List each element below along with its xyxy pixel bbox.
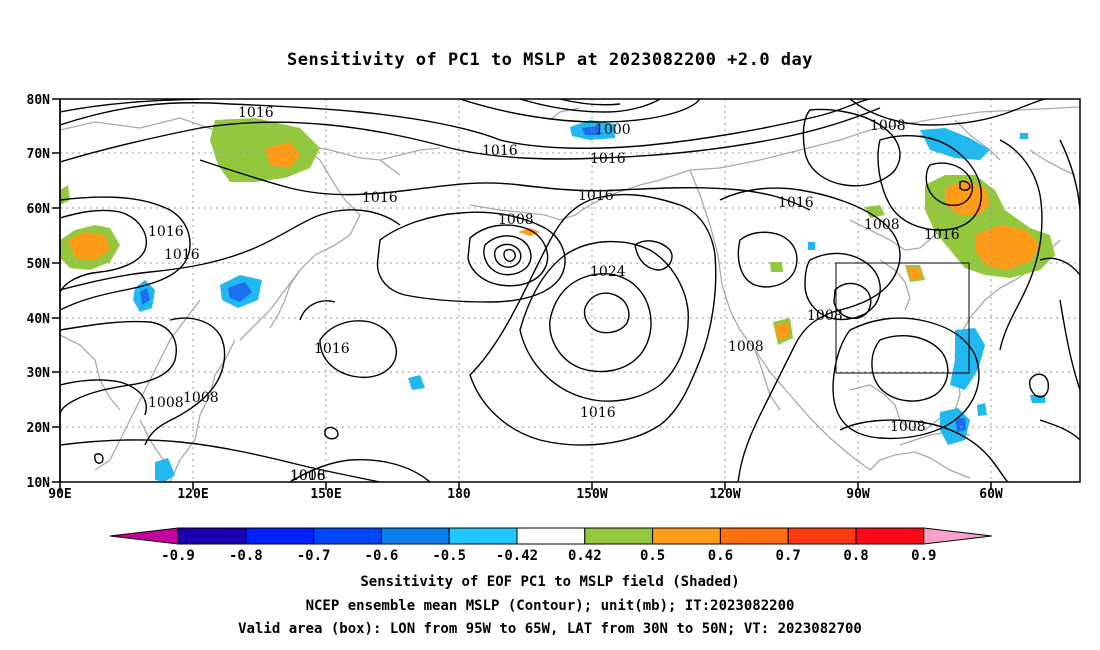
colorbar-label: 0.8 <box>843 548 868 564</box>
contour-label: 1008 <box>728 339 764 355</box>
colorbar-swatch <box>177 527 247 545</box>
colorbar-label: -0.7 <box>297 548 331 564</box>
contour-label: 1024 <box>590 264 626 280</box>
contour-label: 1008 <box>890 419 926 435</box>
contour-labels: 1016 1000 1016 1016 1008 1016 1016 1016 … <box>148 105 960 484</box>
contour-label: 1008 <box>498 212 534 228</box>
colorbar-swatch <box>787 527 857 545</box>
colorbar-label: -0.6 <box>365 548 399 564</box>
contour-label: 1008 <box>148 395 184 411</box>
lon-label: 180 <box>447 487 471 502</box>
colorbar-swatch <box>855 527 925 545</box>
colorbar-label: -0.5 <box>432 548 466 564</box>
mslp-contours <box>60 99 1080 482</box>
colorbar-label: 0.7 <box>776 548 801 564</box>
lat-label: 60N <box>27 202 51 217</box>
contour-label: 1016 <box>148 224 184 240</box>
lon-label: 150W <box>576 487 607 502</box>
colorbar-swatch <box>448 527 518 545</box>
lon-label: 90W <box>846 487 870 502</box>
colorbar-swatch <box>719 527 789 545</box>
lat-label: 20N <box>27 421 51 436</box>
colorbar-label: -0.42 <box>496 548 538 564</box>
contour-label: 1016 <box>362 190 398 206</box>
contour-label: 1016 <box>578 188 614 204</box>
caption-shaded: Sensitivity of EOF PC1 to MSLP field (Sh… <box>360 574 740 590</box>
contour-label: 1016 <box>580 405 616 421</box>
valid-area-box <box>835 262 970 374</box>
tick-marks <box>52 98 992 493</box>
colorbar-label: 0.5 <box>640 548 665 564</box>
contour-label: 1016 <box>482 143 518 159</box>
contour-label: 1016 <box>164 247 200 263</box>
colorbar-swatch <box>380 527 450 545</box>
contour-label: 1008 <box>290 468 326 484</box>
lon-label: 120E <box>177 487 208 502</box>
colorbar-swatch <box>109 527 179 545</box>
colorbar-swatch <box>923 527 992 545</box>
contour-label: 1016 <box>238 105 274 121</box>
contour-label: 1008 <box>870 118 906 134</box>
graticule <box>60 99 1080 482</box>
contour-label: 1016 <box>778 195 814 211</box>
lon-label: 150E <box>310 487 341 502</box>
lat-label: 70N <box>27 147 51 162</box>
lat-label: 30N <box>27 366 51 381</box>
contour-label: 1016 <box>924 227 960 243</box>
colorbar-swatch <box>652 527 721 545</box>
colorbar: -0.9 -0.8 -0.7 -0.6 -0.5 -0.42 0.42 0.5 0.6 0.7 0.… <box>109 527 992 564</box>
contour-label: 1016 <box>590 151 626 167</box>
caption-valid-area: Valid area (box): LON from 95W to 65W, L… <box>238 621 862 637</box>
contour-label: 1016 <box>314 341 350 357</box>
colorbar-label: 0.42 <box>568 548 602 564</box>
colorbar-label: -0.8 <box>229 548 263 564</box>
map-frame <box>59 98 1081 483</box>
contour-label: 1000 <box>595 122 631 138</box>
figure-title: Sensitivity of PC1 to MSLP at 2023082200… <box>286 50 813 70</box>
lon-label: 90E <box>48 487 71 502</box>
colorbar-swatch <box>516 527 586 545</box>
contour-label: 1008 <box>183 390 219 406</box>
lat-label: 50N <box>27 257 51 272</box>
lat-label: 40N <box>27 312 51 327</box>
colorbar-swatch <box>584 527 654 545</box>
colorbar-swatch <box>313 527 382 545</box>
contour-label: 1008 <box>864 217 900 233</box>
lat-label: 10N <box>27 476 51 491</box>
map-content: 1016 1000 1016 1016 1008 1016 1016 1016 … <box>60 99 1080 484</box>
colorbar-label: -0.9 <box>161 548 195 564</box>
lon-label: 60W <box>979 487 1003 502</box>
sensitivity-shading <box>60 118 1055 482</box>
lon-label: 120W <box>709 487 740 502</box>
lat-labels: 80N 70N 60N 50N 40N 30N 20N 10N <box>27 93 51 491</box>
caption-contour: NCEP ensemble mean MSLP (Contour); unit(… <box>305 598 795 614</box>
coastlines <box>60 106 1080 482</box>
colorbar-label: 0.9 <box>911 548 936 564</box>
contour-label: 1016 <box>290 468 326 484</box>
contour-label: 1008 <box>807 308 843 324</box>
lat-label: 80N <box>27 93 51 108</box>
colorbar-swatch <box>245 527 315 545</box>
colorbar-label: 0.6 <box>708 548 733 564</box>
lon-labels: 90E 120E 150E 180 150W 120W 90W 60W <box>48 487 1003 502</box>
